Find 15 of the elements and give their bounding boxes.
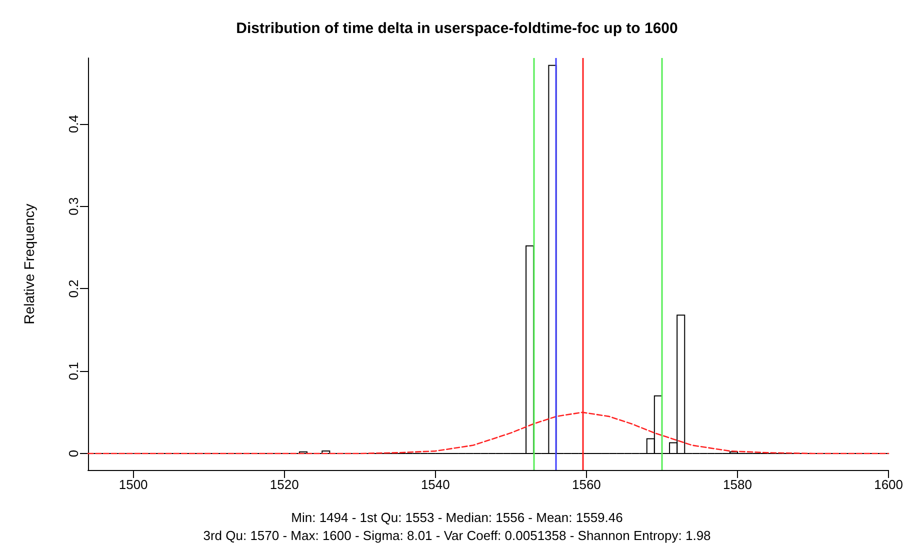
y-tick-label: 0.1 [66, 362, 81, 380]
x-tick-label: 1600 [874, 477, 903, 492]
chart-title: Distribution of time delta in userspace-foldtime-foc up to 1600 [236, 20, 678, 37]
text: 3rd Qu: 1570 - Max: 1600 - Sigma: 8.01 - Var Coeff: 0.0051358 - Shannon Entropy: 1.98 [203, 528, 711, 543]
y-tick-label: 0.4 [66, 114, 81, 133]
x-tick-label: 1540 [420, 477, 450, 492]
y-tick-label: 0.3 [66, 197, 81, 216]
x-tick-label: 1520 [270, 477, 299, 492]
x-tick-label: 1580 [723, 477, 752, 492]
y-tick-label: 0 [66, 450, 81, 458]
y-axis-title: Relative Frequency [21, 204, 37, 324]
y-tick-label: 0.2 [66, 280, 81, 298]
x-tick-label: 1560 [572, 477, 601, 492]
x-tick-label: 1500 [118, 477, 148, 492]
text: Min: 1494 - 1st Qu: 1553 - Median: 1556 - Mean: 1559.46 [291, 510, 623, 525]
